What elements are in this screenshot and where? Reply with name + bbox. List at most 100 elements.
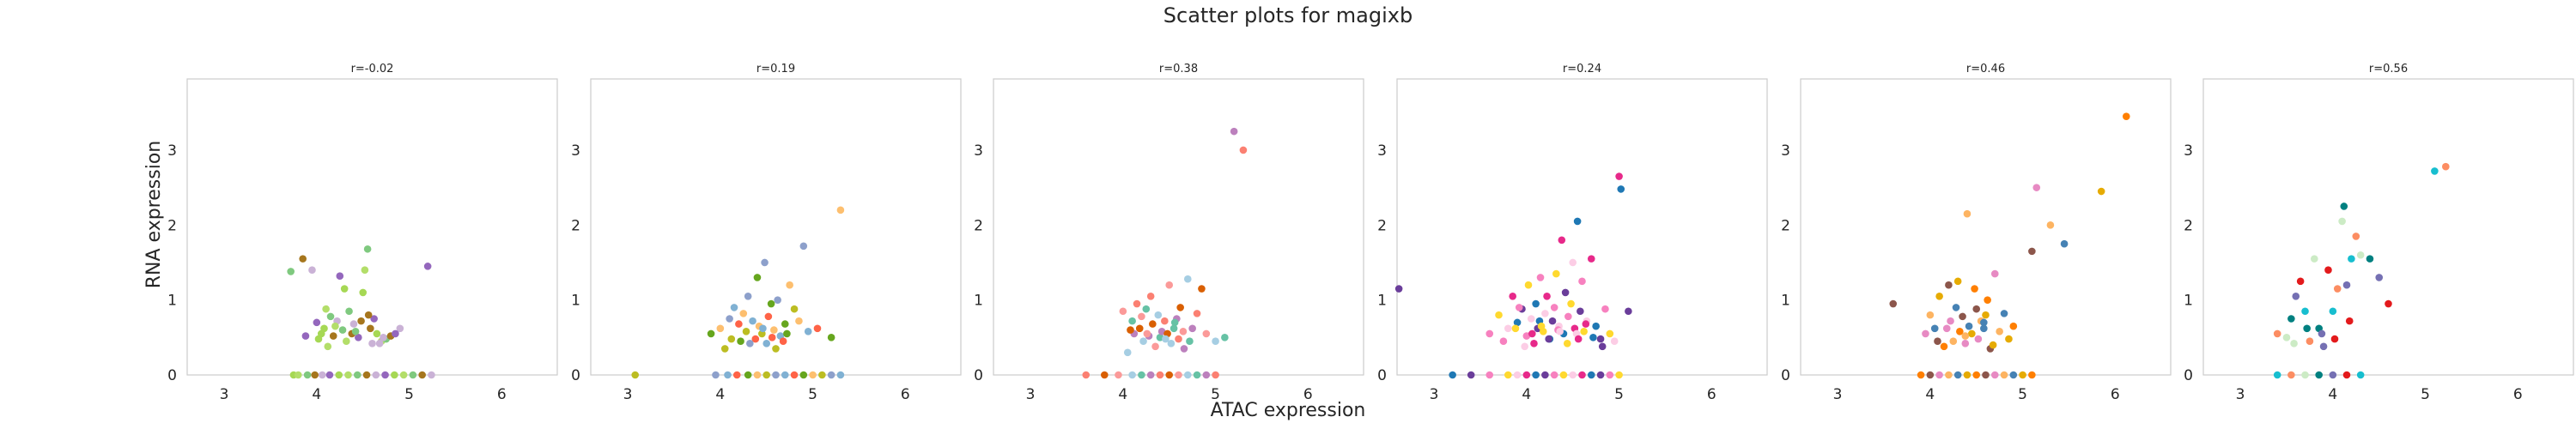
data-point — [1930, 324, 1939, 333]
y-tick-label: 1 — [1781, 293, 1790, 310]
panel-frame — [2202, 78, 2574, 376]
data-point — [1115, 371, 1122, 379]
data-point — [727, 335, 736, 343]
data-point — [1467, 371, 1475, 379]
scatter-panels: r=-0.02 3 4 5 6 0 1 2 3 r=0.19 3 4 5 6 0 1 2 3 r=0.38 3 4 5 6 0… — [167, 63, 2574, 403]
x-tick-label: 4 — [2328, 386, 2337, 403]
data-point — [1935, 292, 1943, 300]
data-point — [1596, 335, 1605, 343]
data-point — [2301, 371, 2309, 379]
data-point — [1082, 371, 1091, 379]
data-point — [1980, 324, 1988, 333]
data-point — [361, 266, 369, 275]
data-point — [767, 299, 775, 308]
data-point — [1606, 329, 1614, 338]
data-point — [351, 328, 360, 335]
data-point — [1175, 371, 1182, 379]
data-point — [2005, 335, 2013, 343]
y-tick-label: 1 — [167, 293, 177, 310]
data-point — [1499, 337, 1508, 345]
x-tick-label: 3 — [623, 386, 633, 403]
data-point — [2356, 371, 2365, 379]
data-point — [396, 324, 404, 333]
data-point — [799, 371, 808, 379]
data-point — [375, 340, 384, 347]
data-point — [1101, 371, 1109, 379]
data-point — [2046, 221, 2055, 229]
data-point — [1947, 317, 1954, 325]
data-point — [1561, 288, 1570, 297]
y-tick-label: 1 — [1377, 293, 1387, 310]
data-point — [1606, 371, 1614, 379]
y-tick-label: 3 — [2184, 142, 2193, 160]
data-point — [1135, 324, 1144, 333]
data-point — [1952, 304, 1960, 311]
data-point — [1536, 274, 1545, 281]
data-point — [1170, 324, 1178, 333]
data-point — [2442, 162, 2450, 171]
x-tick-label: 5 — [2018, 386, 2027, 403]
data-point — [2273, 371, 2281, 379]
data-point — [391, 371, 398, 379]
panel-title: r=0.56 — [2369, 63, 2408, 76]
data-point — [1580, 328, 1588, 335]
data-point — [1179, 328, 1188, 335]
data-point — [2356, 251, 2365, 259]
panel-title: r=0.19 — [756, 63, 795, 76]
data-point — [1532, 299, 1540, 308]
data-point — [343, 337, 350, 345]
data-point — [1221, 334, 1229, 341]
data-point — [1953, 371, 1962, 379]
data-point — [1935, 371, 1943, 379]
y-tick-label: 3 — [974, 142, 983, 160]
data-point — [295, 371, 302, 379]
data-point — [2019, 371, 2026, 379]
data-point — [1917, 371, 1925, 379]
data-point — [355, 334, 362, 341]
data-point — [1942, 324, 1951, 333]
data-point — [314, 335, 323, 343]
x-tick-label: 3 — [220, 386, 229, 403]
data-point — [340, 285, 349, 293]
data-point — [1567, 299, 1575, 308]
x-tick-label: 6 — [2111, 386, 2120, 403]
x-tick-label: 4 — [1522, 386, 1531, 403]
x-tick-label: 5 — [2421, 386, 2430, 403]
data-point — [1956, 328, 1964, 335]
data-point — [2352, 233, 2360, 240]
data-point — [1615, 371, 1623, 379]
data-point — [781, 371, 789, 379]
data-point — [726, 315, 733, 323]
data-point — [322, 305, 330, 313]
scatter-panel-6: r=0.56 3 4 5 6 0 1 2 3 — [2184, 63, 2574, 403]
data-point — [1926, 311, 1935, 319]
data-point — [781, 320, 789, 328]
data-point — [1965, 322, 1973, 330]
y-tick-label: 1 — [2184, 293, 2193, 310]
data-point — [1577, 307, 1584, 316]
data-point — [1162, 335, 1170, 343]
data-point — [1165, 371, 1174, 379]
data-point — [349, 320, 358, 328]
data-point — [345, 307, 353, 316]
panel-title: r=0.24 — [1563, 63, 1601, 76]
data-point — [311, 371, 319, 379]
data-point — [2273, 329, 2281, 338]
data-point — [1156, 334, 1164, 341]
data-point — [1449, 371, 1456, 379]
data-point — [1186, 337, 1194, 345]
data-point — [1170, 318, 1179, 327]
data-point — [1550, 371, 1558, 379]
x-tick-label: 5 — [1211, 386, 1220, 403]
data-point — [774, 296, 781, 304]
data-point — [2340, 202, 2348, 210]
data-point — [790, 305, 799, 313]
data-point — [1953, 277, 1962, 286]
data-point — [2329, 307, 2337, 316]
data-point — [1128, 371, 1136, 379]
data-point — [2329, 371, 2337, 379]
x-tick-label: 4 — [312, 386, 321, 403]
panel-title: r=0.38 — [1159, 63, 1198, 76]
y-tick-label: 0 — [974, 367, 983, 384]
data-point — [1968, 329, 1976, 338]
